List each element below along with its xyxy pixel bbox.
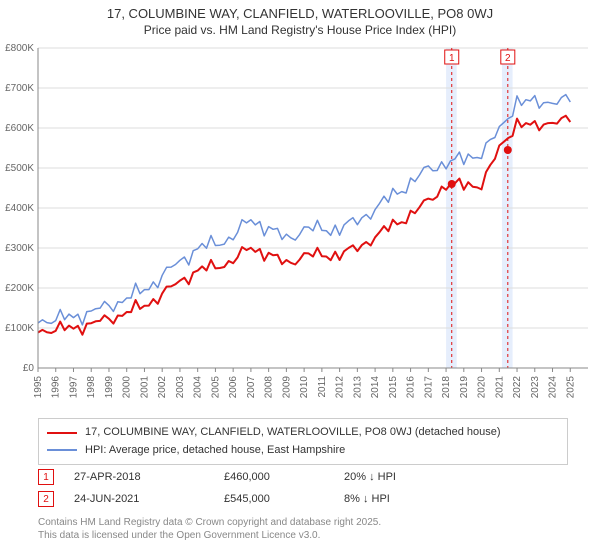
svg-text:2014: 2014 [370, 376, 381, 399]
sale-price: £460,000 [224, 471, 344, 483]
svg-text:2002: 2002 [157, 376, 168, 399]
svg-text:2008: 2008 [264, 376, 275, 399]
sales-row: 1 27-APR-2018 £460,000 20% ↓ HPI [38, 466, 568, 488]
sale-price: £545,000 [224, 493, 344, 505]
svg-text:1999: 1999 [104, 376, 115, 399]
svg-text:2005: 2005 [210, 376, 221, 399]
svg-text:2018: 2018 [441, 376, 452, 399]
svg-text:2000: 2000 [122, 376, 133, 399]
svg-text:£200K: £200K [5, 283, 34, 294]
sales-table: 1 27-APR-2018 £460,000 20% ↓ HPI 2 24-JU… [38, 466, 568, 510]
svg-text:2023: 2023 [530, 376, 541, 399]
svg-text:£700K: £700K [5, 83, 34, 94]
sales-row: 2 24-JUN-2021 £545,000 8% ↓ HPI [38, 488, 568, 510]
svg-text:2017: 2017 [423, 376, 434, 399]
legend-box: 17, COLUMBINE WAY, CLANFIELD, WATERLOOVI… [38, 418, 568, 465]
chart-title-line2: Price paid vs. HM Land Registry's House … [0, 23, 600, 37]
footer-line2: This data is licensed under the Open Gov… [38, 529, 381, 542]
svg-text:£100K: £100K [5, 323, 34, 334]
svg-text:£0: £0 [23, 363, 35, 374]
svg-text:1997: 1997 [68, 376, 79, 399]
chart-svg: £0 £100K £200K £300K £400K £500K £600K £700K £80… [0, 40, 600, 410]
svg-text:1: 1 [449, 53, 455, 64]
svg-text:2001: 2001 [139, 376, 150, 399]
svg-text:2009: 2009 [281, 376, 292, 399]
sale-pct: 20% ↓ HPI [344, 471, 474, 483]
svg-text:2019: 2019 [459, 376, 470, 399]
chart-title-line1: 17, COLUMBINE WAY, CLANFIELD, WATERLOOVI… [0, 6, 600, 21]
svg-text:2004: 2004 [193, 376, 204, 399]
svg-text:2011: 2011 [317, 376, 328, 398]
svg-text:2003: 2003 [175, 376, 186, 399]
svg-text:2024: 2024 [548, 376, 559, 399]
chart-area: £0 £100K £200K £300K £400K £500K £600K £700K £80… [0, 40, 600, 410]
sale-date: 24-JUN-2021 [74, 493, 224, 505]
svg-text:£400K: £400K [5, 203, 34, 214]
chart-title-block: 17, COLUMBINE WAY, CLANFIELD, WATERLOOVI… [0, 0, 600, 41]
svg-text:2: 2 [505, 53, 511, 64]
svg-text:£300K: £300K [5, 243, 34, 254]
svg-text:2012: 2012 [335, 376, 346, 399]
svg-text:2013: 2013 [352, 376, 363, 399]
footer-line1: Contains HM Land Registry data © Crown c… [38, 516, 381, 529]
svg-text:1996: 1996 [51, 376, 62, 399]
sale-date: 27-APR-2018 [74, 471, 224, 483]
svg-text:2006: 2006 [228, 376, 239, 399]
legend-label-price-paid: 17, COLUMBINE WAY, CLANFIELD, WATERLOOVI… [85, 424, 501, 442]
svg-text:1995: 1995 [33, 376, 44, 399]
svg-text:2010: 2010 [299, 376, 310, 399]
legend-swatch-hpi [47, 449, 77, 451]
svg-text:£500K: £500K [5, 163, 34, 174]
legend-label-hpi: HPI: Average price, detached house, East… [85, 442, 345, 460]
svg-text:2022: 2022 [512, 376, 523, 399]
svg-text:2007: 2007 [246, 376, 257, 399]
svg-text:£600K: £600K [5, 123, 34, 134]
legend-row-hpi: HPI: Average price, detached house, East… [47, 442, 559, 460]
legend-swatch-price-paid [47, 432, 77, 434]
svg-text:£800K: £800K [5, 43, 34, 54]
svg-text:2021: 2021 [494, 376, 505, 399]
sale-marker-icon: 1 [38, 469, 54, 485]
svg-text:2016: 2016 [406, 376, 417, 399]
sale-marker-icon: 2 [38, 491, 54, 507]
footer-attribution: Contains HM Land Registry data © Crown c… [38, 516, 381, 542]
svg-text:1998: 1998 [86, 376, 97, 399]
svg-text:2025: 2025 [565, 376, 576, 399]
sale-pct: 8% ↓ HPI [344, 493, 474, 505]
svg-text:2015: 2015 [388, 376, 399, 399]
legend-row-price-paid: 17, COLUMBINE WAY, CLANFIELD, WATERLOOVI… [47, 424, 559, 442]
svg-text:2020: 2020 [477, 376, 488, 399]
